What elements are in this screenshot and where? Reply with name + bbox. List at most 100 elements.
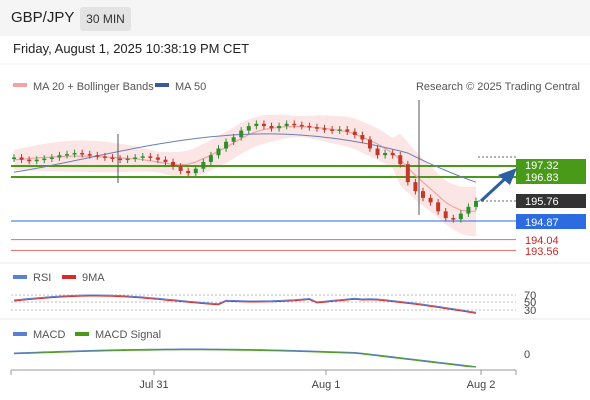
legend-swatch-macd bbox=[13, 332, 27, 336]
candle-body bbox=[65, 154, 70, 156]
candle-body bbox=[208, 155, 213, 162]
rsi-panel bbox=[11, 294, 516, 314]
candle-body bbox=[292, 123, 297, 126]
candle-body bbox=[72, 152, 77, 155]
legend-macd: MACD bbox=[33, 329, 65, 341]
candle-body bbox=[375, 148, 380, 156]
macd-tick-0: 0 bbox=[524, 349, 530, 361]
candle-body bbox=[12, 157, 16, 159]
candle-body bbox=[436, 202, 441, 212]
macd-signal-line bbox=[13, 349, 477, 368]
candle-body bbox=[125, 158, 130, 161]
candle-body bbox=[254, 123, 259, 127]
legend-ma20: MA 20 + Bollinger Bands bbox=[33, 81, 154, 93]
x-tick-label: Aug 1 bbox=[312, 379, 341, 391]
rsi-line bbox=[13, 294, 477, 313]
candle-body bbox=[246, 126, 251, 131]
macd-panel bbox=[13, 348, 477, 368]
candle-body bbox=[133, 157, 138, 159]
candle-body bbox=[155, 157, 160, 160]
candle-body bbox=[413, 182, 418, 192]
candle-body bbox=[148, 156, 153, 158]
candle-body bbox=[307, 126, 312, 128]
candle-body bbox=[474, 201, 478, 207]
legend-9ma: 9MA bbox=[82, 272, 105, 284]
candle-body bbox=[110, 157, 115, 159]
candle-body bbox=[34, 159, 39, 162]
legend-swatch-9ma bbox=[62, 275, 76, 279]
candle-body bbox=[451, 218, 456, 220]
candle-body bbox=[171, 161, 176, 167]
candle-body bbox=[443, 211, 448, 219]
rsi-ma-line bbox=[13, 295, 477, 314]
candle-body bbox=[87, 154, 92, 156]
legend-rsi: RSI bbox=[33, 272, 51, 284]
candle-body bbox=[458, 213, 463, 220]
candle-body bbox=[352, 131, 357, 136]
level-tag bbox=[516, 194, 586, 208]
candle-body bbox=[118, 158, 123, 161]
candle-body bbox=[57, 155, 62, 158]
candle-body bbox=[95, 155, 100, 157]
candle-body bbox=[269, 126, 274, 129]
legend-swatch-rsi bbox=[13, 275, 27, 279]
candle-body bbox=[360, 135, 365, 140]
candle-body bbox=[405, 164, 410, 183]
level-tag bbox=[516, 171, 586, 184]
legend-swatch-ma50 bbox=[155, 83, 169, 87]
candle-body bbox=[314, 127, 319, 129]
x-tick-label: Jul 31 bbox=[139, 379, 168, 391]
candle-body bbox=[178, 166, 183, 171]
level-lines bbox=[11, 156, 516, 251]
candle-body bbox=[337, 129, 342, 131]
candle-body bbox=[322, 128, 327, 130]
level-label: 197.32 bbox=[525, 160, 559, 172]
forecast-arrow bbox=[479, 168, 517, 203]
macd-line bbox=[13, 348, 477, 368]
candle-body bbox=[398, 155, 403, 165]
candle-body bbox=[193, 168, 198, 174]
timeframe-button[interactable]: 30 MIN bbox=[80, 7, 131, 31]
ma50-line bbox=[13, 133, 477, 183]
candle-body bbox=[224, 141, 229, 149]
candle-body bbox=[80, 152, 85, 155]
rsi-tick-30: 30 bbox=[524, 305, 536, 317]
candle-body bbox=[466, 206, 471, 214]
legend-macd-signal: MACD Signal bbox=[95, 329, 161, 341]
candle-body bbox=[216, 148, 221, 156]
rsi-tick-70: 70 bbox=[524, 290, 536, 302]
level-label: 195.76 bbox=[525, 196, 559, 208]
candle-body bbox=[239, 130, 244, 138]
level-tag bbox=[516, 214, 586, 229]
x-tick-label: Aug 2 bbox=[467, 379, 496, 391]
legend-swatch-macd-signal bbox=[75, 332, 89, 336]
level-label: 193.56 bbox=[525, 246, 559, 258]
candle-body bbox=[390, 152, 395, 156]
candle-body bbox=[102, 156, 107, 158]
symbol-title: GBP/JPY bbox=[11, 9, 75, 26]
candle-body bbox=[27, 159, 32, 162]
candle-body bbox=[19, 157, 24, 160]
candles bbox=[12, 100, 478, 223]
level-label: 194.04 bbox=[525, 235, 559, 247]
credit-text: Research © 2025 Trading Central bbox=[416, 81, 580, 93]
level-tag bbox=[516, 159, 586, 172]
candle-body bbox=[186, 170, 191, 174]
candle-body bbox=[277, 126, 282, 129]
level-label: 194.87 bbox=[525, 217, 559, 229]
chart-header: GBP/JPY 30 MIN bbox=[0, 0, 590, 36]
candle-body bbox=[231, 137, 236, 142]
candle-body bbox=[299, 124, 304, 127]
candle-body bbox=[284, 123, 289, 127]
candle-body bbox=[49, 157, 54, 159]
bollinger-area bbox=[14, 114, 476, 237]
candle-body bbox=[420, 191, 425, 198]
level-label: 196.83 bbox=[525, 172, 559, 184]
bollinger-band bbox=[14, 114, 476, 237]
chart-datetime: Friday, August 1, 2025 10:38:19 PM CET bbox=[13, 41, 250, 56]
candle-body bbox=[42, 158, 47, 161]
candle-body bbox=[367, 139, 372, 149]
candle-body bbox=[383, 152, 388, 156]
